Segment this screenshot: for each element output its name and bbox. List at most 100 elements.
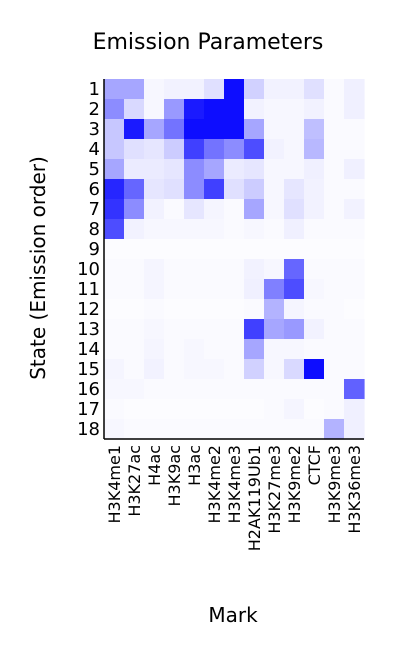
column-tick-label: H3K4me2 bbox=[205, 445, 224, 524]
heatmap-cell bbox=[324, 339, 345, 360]
heatmap-cell bbox=[304, 259, 325, 280]
heatmap-cell bbox=[284, 399, 305, 420]
heatmap-cell bbox=[224, 159, 245, 180]
heatmap-cell bbox=[104, 239, 125, 260]
heatmap-cell bbox=[144, 399, 165, 420]
heatmap-cell bbox=[184, 139, 205, 160]
heatmap-cell bbox=[124, 319, 145, 340]
heatmap-cell bbox=[324, 379, 345, 400]
heatmap-cell bbox=[104, 319, 125, 340]
heatmap-cell bbox=[264, 279, 285, 300]
heatmap-cell bbox=[344, 179, 365, 200]
column-tick-label: H2AK119Ub1 bbox=[245, 445, 264, 551]
column-tick-label: H3K36me3 bbox=[345, 445, 364, 534]
heatmap-cell bbox=[144, 339, 165, 360]
heatmap-cell bbox=[124, 179, 145, 200]
heatmap-cell bbox=[124, 199, 145, 220]
heatmap-cell bbox=[224, 279, 245, 300]
heatmap-cell bbox=[224, 99, 245, 120]
heatmap-cell bbox=[124, 379, 145, 400]
heatmap-cell bbox=[184, 319, 205, 340]
heatmap-cell bbox=[264, 319, 285, 340]
heatmap-cell bbox=[244, 79, 265, 100]
column-labels: H3K4me1 H3K27ac H4ac H3K9ac H3ac H3K4me2 H3K4m… bbox=[105, 445, 364, 551]
heatmap-cell bbox=[224, 139, 245, 160]
heatmap-cell bbox=[124, 359, 145, 380]
heatmap-cell bbox=[344, 219, 365, 240]
row-tick-label: 1 bbox=[89, 79, 100, 100]
heatmap-cell bbox=[244, 219, 265, 240]
heatmap-cell bbox=[304, 339, 325, 360]
heatmap-cell bbox=[324, 159, 345, 180]
x-axis-label: Mark bbox=[208, 603, 258, 627]
heatmap-cell bbox=[284, 199, 305, 220]
heatmap-cell bbox=[284, 279, 305, 300]
column-tick-label: H3ac bbox=[185, 445, 204, 486]
column-tick-label: H3K4me3 bbox=[225, 445, 244, 524]
heatmap-cell bbox=[204, 319, 225, 340]
heatmap-cell bbox=[184, 159, 205, 180]
heatmap-cell bbox=[224, 239, 245, 260]
heatmap-cell bbox=[264, 259, 285, 280]
heatmap-cell bbox=[284, 259, 305, 280]
heatmap-cell bbox=[344, 239, 365, 260]
heatmap-cell bbox=[144, 259, 165, 280]
heatmap-cell bbox=[224, 339, 245, 360]
heatmap-cell bbox=[304, 119, 325, 140]
heatmap-cell bbox=[124, 419, 145, 440]
heatmap-cell bbox=[184, 259, 205, 280]
heatmap-cell bbox=[184, 239, 205, 260]
heatmap-cell bbox=[284, 139, 305, 160]
heatmap-cell bbox=[304, 219, 325, 240]
heatmap-cell bbox=[244, 179, 265, 200]
heatmap-cell bbox=[284, 219, 305, 240]
heatmap-cell bbox=[224, 399, 245, 420]
heatmap-cell bbox=[244, 119, 265, 140]
heatmap-cell bbox=[164, 119, 185, 140]
heatmap-cell bbox=[244, 359, 265, 380]
column-tick-label: H4ac bbox=[145, 445, 164, 486]
heatmap-cell bbox=[284, 79, 305, 100]
heatmap-cell bbox=[164, 279, 185, 300]
heatmap-cell bbox=[164, 199, 185, 220]
heatmap-cell bbox=[224, 79, 245, 100]
heatmap-cell bbox=[184, 179, 205, 200]
heatmap-cell bbox=[324, 299, 345, 320]
heatmap-cell bbox=[264, 179, 285, 200]
heatmap-cell bbox=[144, 79, 165, 100]
heatmap-cell bbox=[204, 99, 225, 120]
heatmap-cell bbox=[224, 199, 245, 220]
heatmap-cell bbox=[124, 99, 145, 120]
heatmap-cell bbox=[164, 99, 185, 120]
heatmap-cell bbox=[264, 419, 285, 440]
heatmap-cell bbox=[344, 399, 365, 420]
heatmap-cell bbox=[344, 99, 365, 120]
heatmap-cell bbox=[264, 359, 285, 380]
row-tick-label: 13 bbox=[77, 319, 100, 340]
heatmap-cell bbox=[104, 399, 125, 420]
heatmap-cell bbox=[304, 419, 325, 440]
heatmap-cell bbox=[344, 259, 365, 280]
heatmap-cell bbox=[304, 279, 325, 300]
column-tick-label: H3K9me3 bbox=[325, 445, 344, 524]
heatmap-cell bbox=[284, 379, 305, 400]
heatmap-cell bbox=[264, 299, 285, 320]
heatmap-cell bbox=[344, 379, 365, 400]
row-tick-label: 15 bbox=[77, 359, 100, 380]
heatmap-cell bbox=[124, 219, 145, 240]
heatmap-cell bbox=[264, 199, 285, 220]
heatmap-cell bbox=[344, 119, 365, 140]
heatmap-cell bbox=[124, 299, 145, 320]
heatmap-cell bbox=[224, 419, 245, 440]
heatmap-cell bbox=[344, 299, 365, 320]
heatmap-cell bbox=[204, 139, 225, 160]
heatmap-cell bbox=[144, 139, 165, 160]
chart-title: Emission Parameters bbox=[93, 30, 324, 55]
heatmap-cell bbox=[164, 319, 185, 340]
heatmap-cell bbox=[304, 179, 325, 200]
row-tick-label: 8 bbox=[89, 219, 100, 240]
heatmap-cell bbox=[324, 319, 345, 340]
heatmap-cell bbox=[164, 339, 185, 360]
heatmap-cell bbox=[184, 299, 205, 320]
